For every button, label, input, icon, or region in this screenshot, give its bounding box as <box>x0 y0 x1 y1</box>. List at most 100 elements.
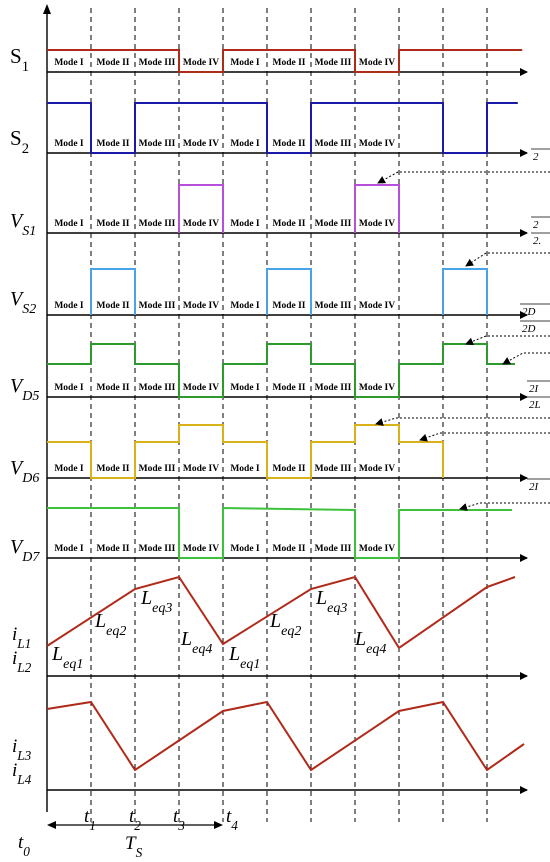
mode-label: Mode II <box>273 301 306 311</box>
mode-label: Mode II <box>273 219 306 229</box>
mode-labels: Mode I Mode II Mode III Mode IV Mode I Mode I… <box>54 58 395 554</box>
vd6-label-main: V <box>10 457 25 479</box>
margin-fraction-text: 2 <box>533 151 539 163</box>
margin-fraction-text: 2 <box>533 219 539 231</box>
mode-label: Mode I <box>230 544 260 554</box>
inductance-label-6: Leq2 <box>269 610 301 639</box>
mode-label: Mode I <box>54 301 84 311</box>
mode-label: Mode II <box>97 383 130 393</box>
signal-labels: S1S2VS1VS2VD5VD6VD7iL1iL2iL3iL4Leq1Leq2L… <box>10 44 386 860</box>
time-label-3-sub: 3 <box>177 818 185 833</box>
vs1-label-sub: S1 <box>22 224 36 239</box>
period-label: TS <box>125 833 143 860</box>
mode-label: Mode II <box>273 464 306 474</box>
mode-label: Mode IV <box>359 219 395 229</box>
mode-label: Mode I <box>54 544 84 554</box>
mode-label: Mode IV <box>359 464 395 474</box>
vd6-label-sub: D6 <box>21 471 39 486</box>
mode-label: Mode III <box>315 139 352 149</box>
margin-fraction-text: 2D <box>522 323 536 335</box>
time-label-1: t1 <box>84 806 96 833</box>
margin-fraction-text: 2I <box>529 383 540 395</box>
inductance-label-6-main: L <box>269 610 281 632</box>
vs1-label: VS1 <box>10 210 36 239</box>
mode-label: Mode III <box>315 383 352 393</box>
il34-waveform <box>46 700 525 772</box>
time-label-4: t4 <box>226 806 238 833</box>
inductance-label-5-main: L <box>228 643 240 665</box>
mode-label: Mode IV <box>183 301 219 311</box>
mode-label: Mode I <box>230 58 260 68</box>
mode-label: Mode IV <box>183 544 219 554</box>
mode-label: Mode I <box>54 58 84 68</box>
inductance-label-5-sub: eq1 <box>240 657 260 672</box>
inductance-label-8-main: L <box>354 628 366 650</box>
time-label-1-sub: 1 <box>89 818 96 833</box>
time-label-4-main: t <box>226 806 232 827</box>
inductance-label-8-sub: eq4 <box>366 642 386 657</box>
vd7-label-main: V <box>10 536 25 558</box>
period-arrow-left-head <box>47 821 56 829</box>
il12-label-2-sub: L2 <box>16 660 31 675</box>
vs1-waveform <box>178 184 224 233</box>
s2-label-main: S <box>10 126 22 150</box>
inductance-label-4: Leq4 <box>180 628 212 657</box>
s1-label-main: S <box>10 44 22 68</box>
inductance-label-4-sub: eq4 <box>192 642 212 657</box>
vs2-label-main: V <box>10 288 25 310</box>
mode-label: Mode I <box>230 139 260 149</box>
mode-label: Mode II <box>97 544 130 554</box>
mode-boundary-lines <box>90 8 488 822</box>
mode-label: Mode III <box>139 301 176 311</box>
mode-label: Mode III <box>315 58 352 68</box>
period-label-main: T <box>125 833 137 854</box>
inductance-label-8: Leq4 <box>354 628 386 657</box>
time-label-2-sub: 2 <box>134 818 141 833</box>
pointer-arrow <box>465 335 550 346</box>
mode-label: Mode IV <box>183 58 219 68</box>
time-label-2-main: t <box>129 806 135 827</box>
il12-label-2-main: i <box>12 648 17 669</box>
il12-label-2: iL2 <box>12 648 32 675</box>
vd7-label: VD7 <box>10 536 40 565</box>
inductance-label-5: Leq1 <box>228 643 260 672</box>
il12-label-1: iL1 <box>12 624 31 651</box>
s2-label: S2 <box>10 126 29 157</box>
inductance-label-2: Leq2 <box>94 610 126 639</box>
margin-fraction-text: 2. <box>533 235 541 247</box>
mode-label: Mode IV <box>183 139 219 149</box>
inductance-label-1-main: L <box>51 643 63 665</box>
vs1-label-main: V <box>10 210 25 232</box>
mode-label: Mode I <box>54 383 84 393</box>
inductance-label-4-main: L <box>180 628 192 650</box>
s1-waveform <box>47 49 523 73</box>
time-label-2: t2 <box>129 806 141 833</box>
mode-label: Mode I <box>230 301 260 311</box>
time-label-0-sub: 0 <box>23 844 30 859</box>
mode-label: Mode I <box>54 219 84 229</box>
il34-label-1-main: i <box>12 736 17 757</box>
inductance-label-3: Leq3 <box>140 587 172 616</box>
mode-label: Mode III <box>139 219 176 229</box>
mode-label: Mode II <box>97 301 130 311</box>
axes <box>43 4 528 829</box>
mode-label: Mode II <box>273 544 306 554</box>
inductance-label-2-sub: eq2 <box>106 624 126 639</box>
time-label-4-sub: 4 <box>231 818 238 833</box>
mode-label: Mode II <box>97 464 130 474</box>
mode-label: Mode III <box>139 58 176 68</box>
time-label-3-main: t <box>173 806 179 827</box>
mode-label: Mode IV <box>359 383 395 393</box>
mode-label: Mode IV <box>183 219 219 229</box>
mode-label: Mode II <box>97 139 130 149</box>
mode-label: Mode I <box>54 139 84 149</box>
inductance-label-3-main: L <box>140 587 152 609</box>
vs2-waveform <box>266 268 312 315</box>
inductance-label-3-sub: eq3 <box>152 601 172 616</box>
pointer-arrow <box>377 171 550 184</box>
margin-fraction-text: 2D <box>522 306 536 318</box>
mode-label: Mode IV <box>359 544 395 554</box>
vs2-waveform <box>90 268 136 315</box>
inductance-label-7: Leq3 <box>315 587 347 616</box>
